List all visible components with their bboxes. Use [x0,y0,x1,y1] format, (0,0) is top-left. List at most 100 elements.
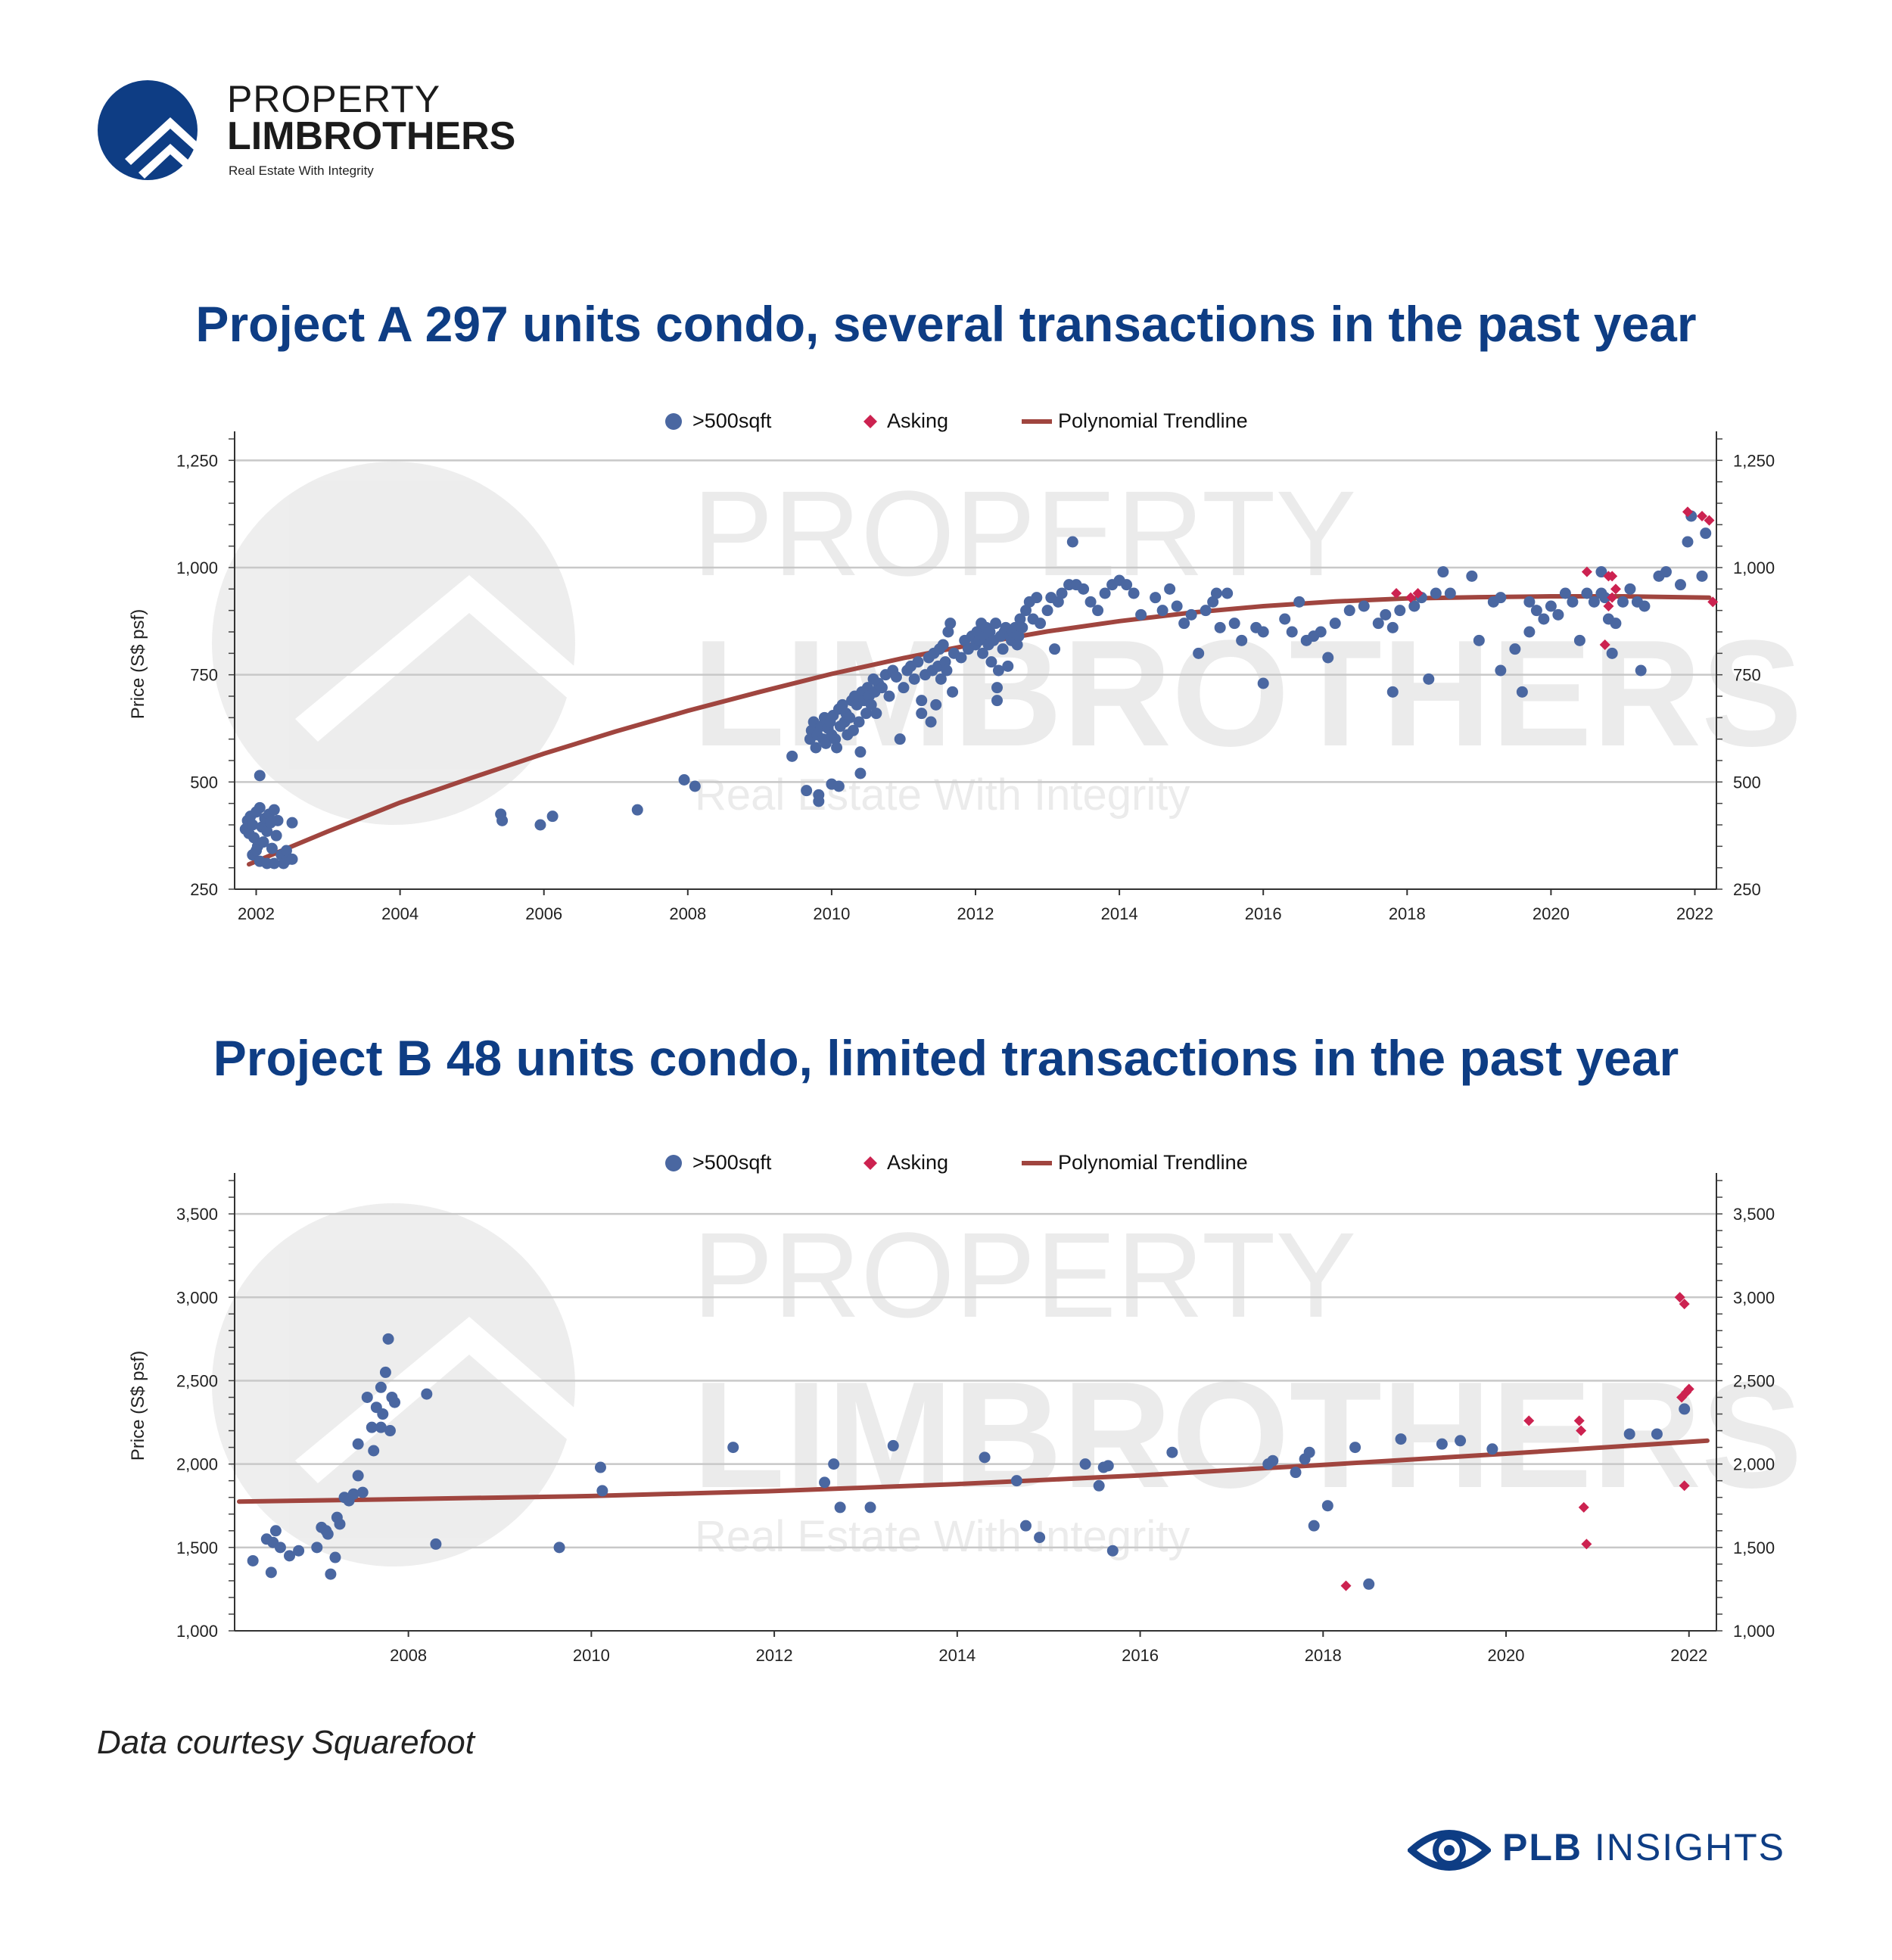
data-point-asking [1704,515,1715,526]
data-point-sales [1228,618,1240,630]
eye-icon [1408,1830,1491,1871]
y-tick-label-right: 2,500 [1733,1371,1775,1390]
x-tick-label: 2006 [525,904,562,923]
data-point-sales [266,842,278,854]
data-point-sales [1257,677,1269,689]
x-tick-label: 2022 [1676,904,1713,923]
data-point-sales [1150,592,1162,604]
y-tick-label-right: 750 [1733,666,1761,685]
brand-name-line1: PROPERTY [227,78,441,120]
data-point-sales [847,724,859,736]
data-point-asking [1610,583,1621,595]
y-tick-label-left: 1,000 [176,558,218,577]
data-point-sales [1679,1403,1691,1415]
data-point-sales [1395,1433,1407,1445]
data-point-sales [870,708,882,720]
data-point-sales [1093,1479,1105,1492]
data-point-sales [534,819,546,831]
footer-brand: PLB INSIGHTS [1502,1825,1785,1869]
data-point-sales [384,1425,396,1437]
data-point-sales [1349,1442,1361,1454]
data-point-sales [876,682,888,694]
data-point-sales [912,656,924,668]
data-point-sales [1106,1545,1119,1557]
x-tick-label: 2020 [1488,1646,1525,1665]
data-point-sales [1444,587,1456,599]
y-axis-label: Price (S$ psf) [128,609,148,719]
data-point-sales [801,785,813,797]
data-point-sales [1523,626,1536,638]
y-tick-label-right: 3,500 [1733,1205,1775,1224]
data-point-sales [1466,570,1478,582]
data-point-sales [1322,652,1334,664]
data-point-sales [368,1445,380,1457]
data-point-sales [985,656,997,668]
data-point-sales [1552,608,1564,621]
data-point-sales [678,774,690,786]
data-point-sales [1031,592,1043,604]
data-point-sales [834,1501,846,1514]
data-point-sales [261,826,273,837]
data-point-sales [786,750,798,762]
data-point-sales [1538,613,1550,625]
data-point-sales [1166,1446,1178,1458]
data-point-sales [1386,686,1399,698]
y-axis-label: Price (S$ psf) [128,1351,148,1461]
data-point-sales [1651,1428,1663,1440]
data-point-sales [1221,587,1234,599]
y-tick-label-right: 500 [1733,773,1761,792]
data-point-sales [1682,536,1694,548]
data-point-sales [247,819,259,831]
x-tick-label: 2020 [1533,904,1570,923]
data-point-sales [1516,686,1528,698]
data-point-sales [898,682,910,694]
y-tick-label-left: 1,250 [176,451,218,470]
data-point-sales [1530,605,1542,617]
data-point-sales [977,647,989,659]
x-tick-label: 2004 [381,904,419,923]
data-point-sales [352,1470,364,1482]
data-point-sales [947,686,959,698]
data-point-sales [819,1476,831,1489]
data-point-sales [254,770,266,782]
data-point-sales [854,767,867,779]
data-point-sales [356,1486,369,1498]
data-point-sales [1581,587,1593,599]
y-tick-label-right: 1,000 [1733,558,1775,577]
data-point-sales [382,1333,394,1345]
y-tick-label-left: 3,500 [176,1205,218,1224]
data-point-sales [347,1488,359,1500]
data-point-sales [546,810,559,823]
footer-brand-rest: INSIGHTS [1582,1826,1786,1868]
data-point-asking [1581,566,1592,577]
watermark-text-line1: PROPERTY [692,1207,1356,1342]
data-point-sales [860,708,873,720]
legend-marker-sales [665,1155,682,1171]
x-tick-label: 2016 [1122,1646,1159,1665]
data-point-sales [379,1366,391,1378]
data-point-sales [496,814,509,826]
data-point-sales [689,780,701,792]
data-point-sales [251,845,263,857]
x-tick-label: 2012 [957,904,994,923]
data-point-sales [925,716,937,728]
data-point-sales [1573,634,1585,646]
data-point-sales [1171,600,1183,612]
data-point-sales [854,746,867,758]
data-point-sales [268,804,280,816]
data-point-sales [990,618,1002,630]
data-point-sales [322,1528,334,1540]
data-point-sales [1635,664,1647,677]
watermark-logo-chevron [295,1317,583,1483]
data-point-sales [247,1554,259,1566]
x-tick-label: 2018 [1305,1646,1342,1665]
data-point-sales [836,698,848,711]
data-point-sales [1056,587,1068,599]
data-point-sales [939,656,951,668]
data-point-sales [274,1542,286,1554]
data-point-asking [1607,592,1618,603]
data-point-sales [1303,1446,1315,1458]
data-point-sales [1436,1438,1448,1450]
data-point-sales [286,853,298,865]
